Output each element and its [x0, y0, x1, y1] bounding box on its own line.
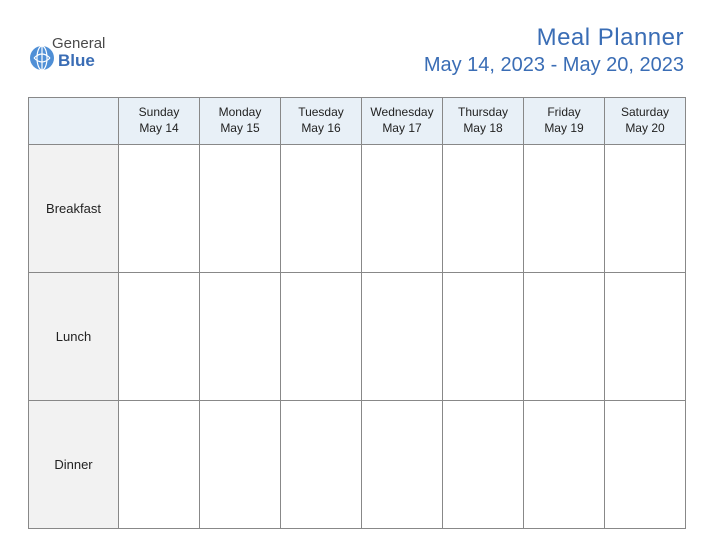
meal-cell[interactable] [119, 145, 200, 273]
table-row: Lunch [29, 273, 686, 401]
meal-cell[interactable] [362, 401, 443, 529]
header: General Blue Meal Planner May 14, 2023 -… [28, 24, 684, 77]
meal-cell[interactable] [605, 145, 686, 273]
day-date: May 15 [204, 120, 276, 136]
meal-cell[interactable] [119, 401, 200, 529]
day-date: May 20 [609, 120, 681, 136]
meal-cell[interactable] [281, 273, 362, 401]
day-header-friday: Friday May 19 [524, 98, 605, 145]
day-name: Monday [204, 104, 276, 120]
meal-header-lunch: Lunch [29, 273, 119, 401]
day-name: Saturday [609, 104, 681, 120]
meal-cell[interactable] [524, 273, 605, 401]
meal-planner-table: Sunday May 14 Monday May 15 Tuesday May … [28, 97, 686, 529]
title-block: Meal Planner May 14, 2023 - May 20, 2023 [424, 24, 684, 77]
day-name: Friday [528, 104, 600, 120]
day-name: Wednesday [366, 104, 438, 120]
day-date: May 17 [366, 120, 438, 136]
meal-cell[interactable] [200, 273, 281, 401]
meal-cell[interactable] [362, 145, 443, 273]
day-header-monday: Monday May 15 [200, 98, 281, 145]
meal-cell[interactable] [200, 401, 281, 529]
meal-cell[interactable] [605, 401, 686, 529]
day-header-thursday: Thursday May 18 [443, 98, 524, 145]
meal-cell[interactable] [443, 145, 524, 273]
day-header-wednesday: Wednesday May 17 [362, 98, 443, 145]
meal-cell[interactable] [281, 145, 362, 273]
meal-cell[interactable] [281, 401, 362, 529]
day-date: May 19 [528, 120, 600, 136]
brand-word2: Blue [58, 51, 95, 70]
table-header-row: Sunday May 14 Monday May 15 Tuesday May … [29, 98, 686, 145]
day-name: Thursday [447, 104, 519, 120]
generalblue-logo-icon: General Blue [28, 30, 124, 74]
page-title: Meal Planner [424, 24, 684, 52]
meal-cell[interactable] [524, 145, 605, 273]
day-date: May 18 [447, 120, 519, 136]
table-row: Dinner [29, 401, 686, 529]
day-date: May 14 [123, 120, 195, 136]
day-name: Sunday [123, 104, 195, 120]
meal-header-dinner: Dinner [29, 401, 119, 529]
table-corner-cell [29, 98, 119, 145]
meal-cell[interactable] [605, 273, 686, 401]
day-date: May 16 [285, 120, 357, 136]
meal-cell[interactable] [524, 401, 605, 529]
table-row: Breakfast [29, 145, 686, 273]
meal-cell[interactable] [119, 273, 200, 401]
meal-cell[interactable] [443, 401, 524, 529]
date-range: May 14, 2023 - May 20, 2023 [424, 54, 684, 77]
day-name: Tuesday [285, 104, 357, 120]
meal-cell[interactable] [362, 273, 443, 401]
day-header-sunday: Sunday May 14 [119, 98, 200, 145]
meal-cell[interactable] [200, 145, 281, 273]
meal-header-breakfast: Breakfast [29, 145, 119, 273]
brand-logo: General Blue [28, 30, 124, 74]
day-header-tuesday: Tuesday May 16 [281, 98, 362, 145]
day-header-saturday: Saturday May 20 [605, 98, 686, 145]
meal-cell[interactable] [443, 273, 524, 401]
brand-word1: General [52, 35, 105, 52]
